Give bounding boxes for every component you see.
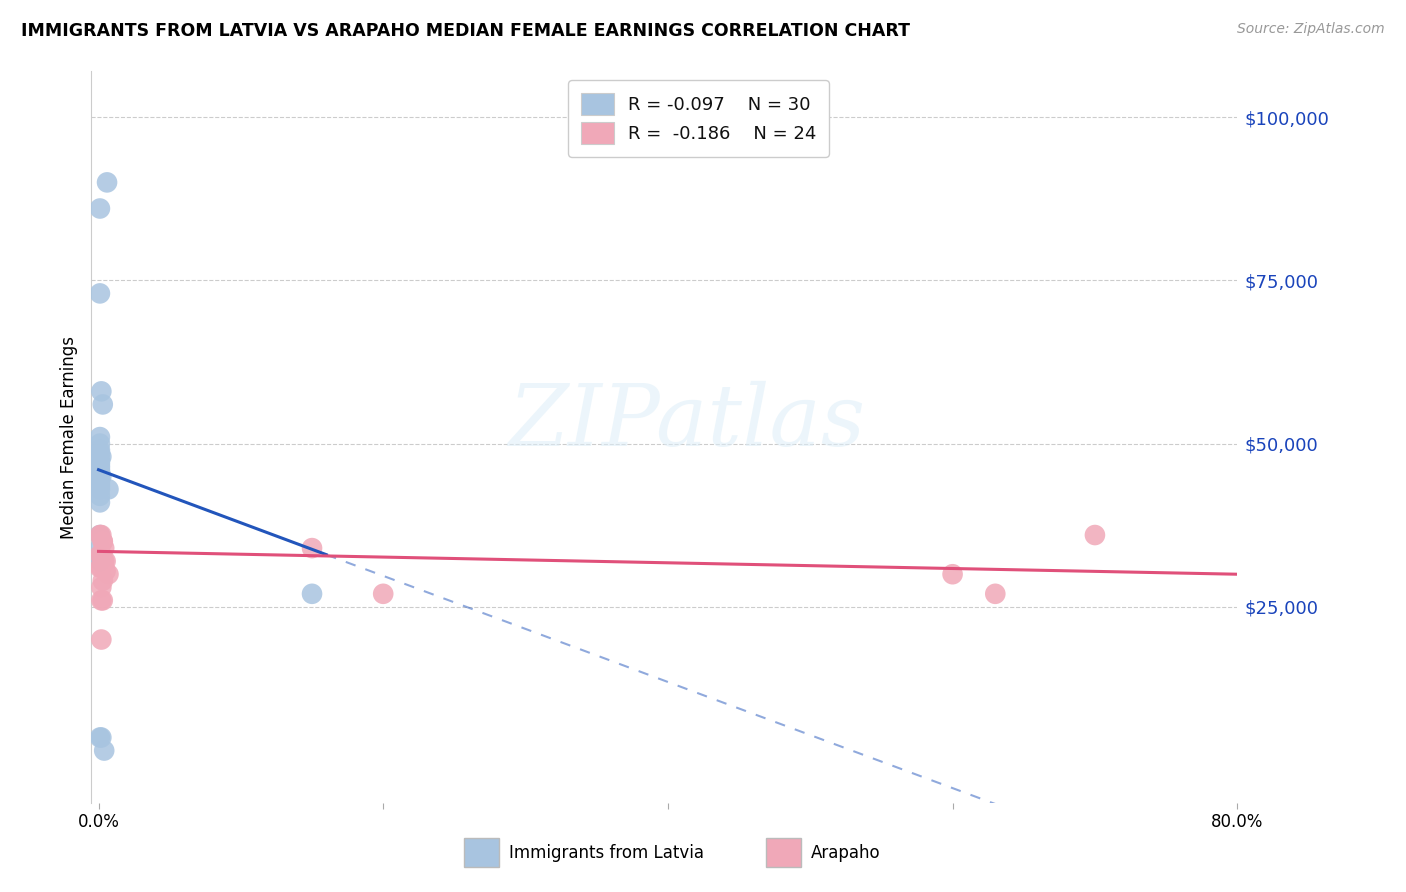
Point [91,397,114,411]
Text: Immigrants from Latvia: Immigrants from Latvia [509,844,704,862]
Point [89,479,111,493]
FancyBboxPatch shape [766,838,801,867]
Legend: R = -0.097    N = 30, R =  -0.186    N = 24: R = -0.097 N = 30, R = -0.186 N = 24 [568,80,830,157]
Point [89,489,111,503]
Point [90,469,112,483]
Point [93,554,115,568]
Text: Arapaho: Arapaho [811,844,882,862]
Point [89,286,111,301]
Text: IMMIGRANTS FROM LATVIA VS ARAPAHO MEDIAN FEMALE EARNINGS CORRELATION CHART: IMMIGRANTS FROM LATVIA VS ARAPAHO MEDIAN… [21,22,910,40]
Point [96,175,118,189]
Point [89,495,111,509]
Point [90,593,112,607]
Point [91,574,114,588]
Point [89,466,111,480]
Point [89,202,111,216]
Point [90,548,112,562]
Point [89,528,111,542]
Point [93,541,115,555]
Point [89,463,111,477]
Point [984,587,1007,601]
Point [94,554,117,568]
Point [89,528,111,542]
Point [89,430,111,444]
Point [89,446,111,460]
Point [89,459,111,474]
Point [90,580,112,594]
Point [90,528,112,542]
Point [89,473,111,487]
Point [89,560,111,574]
Point [301,587,323,601]
Y-axis label: Median Female Earnings: Median Female Earnings [59,335,77,539]
Point [89,475,111,490]
Point [91,554,114,568]
Point [97,567,120,582]
FancyBboxPatch shape [464,838,499,867]
Point [89,483,111,497]
Point [89,456,111,470]
Point [89,453,111,467]
Point [89,443,111,458]
Point [93,743,115,757]
Point [89,731,111,745]
Point [91,534,114,549]
Point [90,731,112,745]
Point [89,436,111,450]
Point [89,554,111,568]
Point [91,593,114,607]
Point [90,384,112,399]
Point [1084,528,1107,542]
Point [90,632,112,647]
Point [373,587,395,601]
Point [90,450,112,464]
Point [94,564,117,578]
Point [97,483,120,497]
Point [942,567,965,582]
Text: Source: ZipAtlas.com: Source: ZipAtlas.com [1237,22,1385,37]
Point [89,548,111,562]
Point [90,560,112,574]
Point [91,534,114,549]
Point [301,541,323,555]
Point [89,541,111,555]
Text: ZIPatlas: ZIPatlas [509,381,866,464]
